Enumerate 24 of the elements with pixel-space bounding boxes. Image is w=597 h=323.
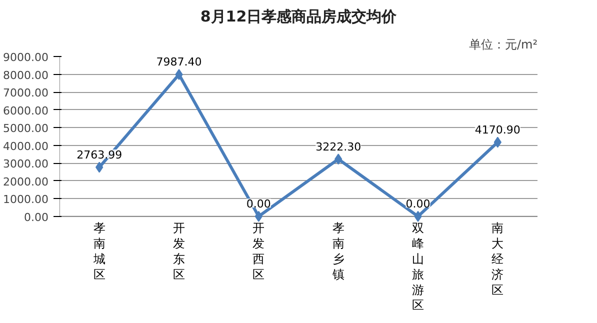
y-tick-label: 1000.00	[3, 193, 49, 206]
y-tick-label: 7000.00	[3, 86, 49, 100]
y-tick-label: 6000.00	[3, 104, 49, 118]
y-tick-label: 8000.00	[3, 68, 49, 82]
y-tick-label: 5000.00	[3, 122, 49, 136]
data-label: 7987.40	[156, 56, 202, 69]
chart-subtitle: 单位：元/m²	[468, 38, 538, 52]
y-tick-label: 0.00	[24, 210, 49, 224]
data-label: 0.00	[246, 198, 271, 211]
y-tick-label: 3000.00	[3, 158, 49, 171]
data-label: 2763.99	[76, 148, 122, 162]
chart-title: 8月12日孝感商品房成交均价	[200, 8, 398, 26]
x-tick-label: 开发东区	[173, 221, 185, 282]
data-label: 0.00	[406, 198, 430, 211]
y-tick-label: 2000.00	[3, 175, 49, 188]
data-label: 3222.30	[316, 140, 362, 154]
x-tick-label: 孝南乡镇	[331, 221, 344, 282]
y-tick-label: 4000.00	[3, 140, 49, 153]
data-label: 4170.90	[474, 123, 520, 136]
y-tick-label: 9000.00	[3, 51, 49, 64]
x-tick-label: 南大经济区	[492, 221, 504, 297]
x-tick-label: 开发西区	[252, 221, 265, 282]
x-tick-label: 双峰山旅游区	[412, 221, 424, 312]
x-tick-label: 孝南城区	[92, 221, 106, 282]
